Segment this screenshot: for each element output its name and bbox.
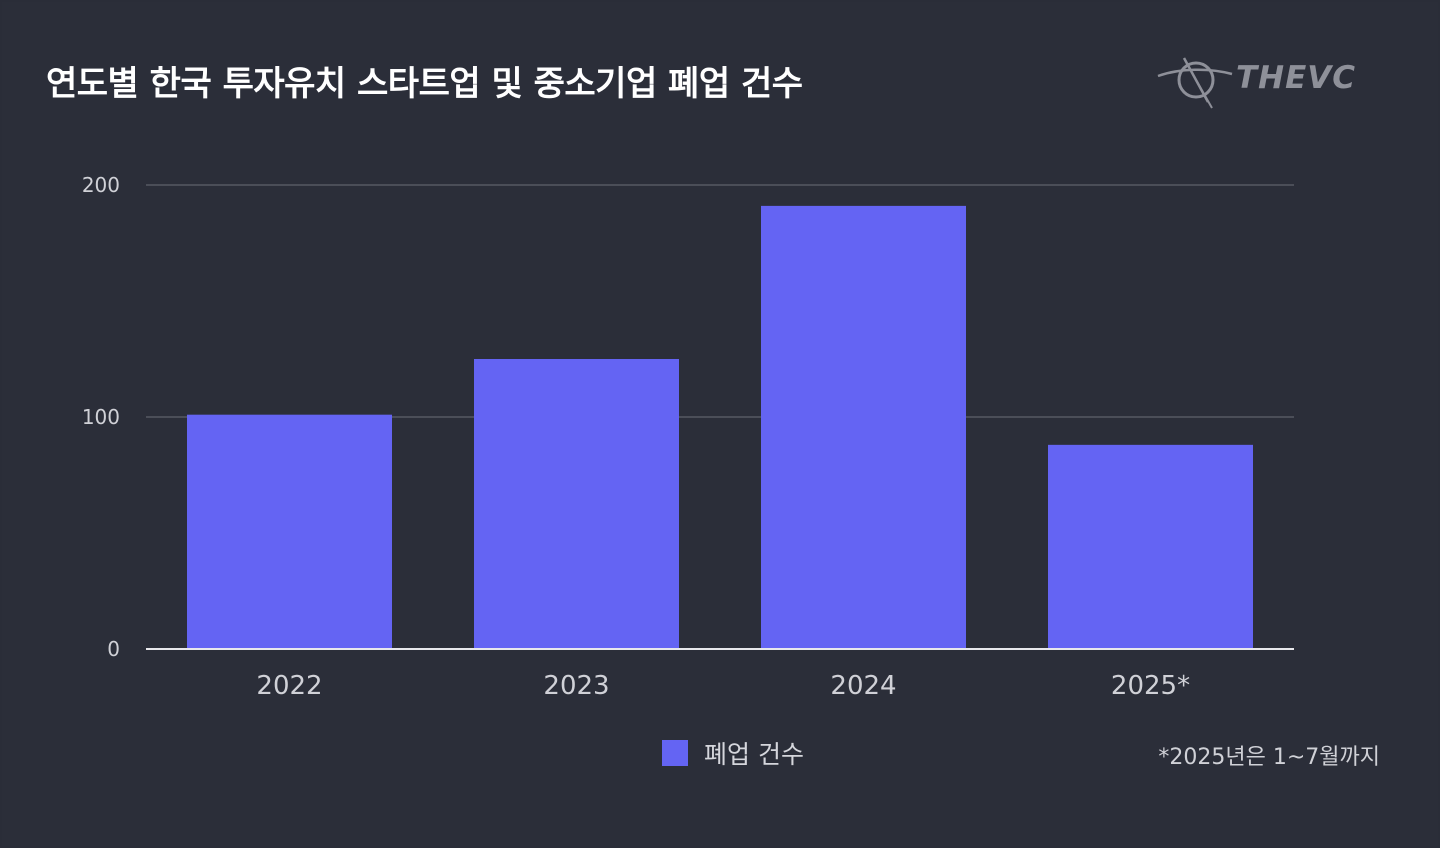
- chart-title: 연도별 한국 투자유치 스타트업 및 중소기업 폐업 건수: [46, 64, 803, 104]
- bar: [761, 205, 966, 649]
- y-tick-label: 100: [82, 405, 120, 429]
- bar: [187, 414, 392, 649]
- footnote: *2025년은 1~7월까지: [1158, 745, 1380, 770]
- thevc-logo-icon: [1157, 57, 1233, 109]
- tick-labels: 0 100 200 2022 2023 2024 2025*: [82, 173, 1190, 701]
- bar: [1048, 444, 1253, 649]
- logo-text: THEVC: [1236, 60, 1357, 96]
- y-tick-label: 0: [107, 637, 120, 661]
- bars: [187, 205, 1253, 649]
- legend-swatch: [662, 740, 688, 766]
- bar: [474, 359, 679, 649]
- legend-label: 폐업 건수: [704, 740, 804, 769]
- x-tick-label: 2022: [256, 671, 322, 701]
- x-tick-label: 2025*: [1111, 671, 1190, 701]
- x-tick-label: 2024: [830, 671, 896, 701]
- legend: 폐업 건수: [662, 736, 804, 770]
- gridlines: [146, 184, 1294, 418]
- y-tick-label: 200: [82, 173, 120, 197]
- x-tick-label: 2023: [543, 671, 609, 701]
- brand-logo: THEVC: [1150, 50, 1390, 114]
